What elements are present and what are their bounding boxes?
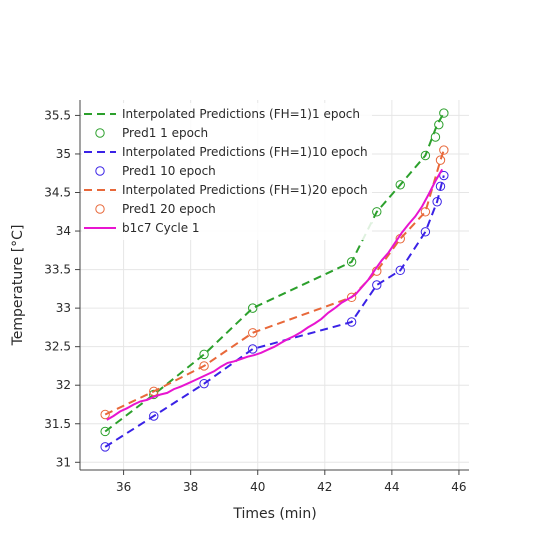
data-point (434, 119, 444, 130)
series-line (104, 175, 445, 448)
legend-marker (95, 166, 105, 176)
legend-label: b1c7 Cycle 1 (122, 221, 200, 235)
x-tick-label: 38 (183, 480, 198, 494)
y-tick-label: 34 (56, 224, 71, 238)
legend-item: b1c7 Cycle 1 (84, 221, 200, 235)
data-point (149, 386, 159, 397)
data-point (149, 411, 159, 421)
legend-label: Pred1 10 epoch (122, 164, 216, 178)
data-point (346, 317, 357, 327)
data-point (420, 207, 431, 217)
x-tick-label: 46 (451, 480, 466, 494)
x-tick-label: 42 (317, 480, 332, 494)
legend-marker (95, 204, 105, 214)
data-point (420, 227, 431, 237)
y-tick-label: 32.5 (44, 340, 71, 354)
legend-label: Pred1 1 epoch (122, 126, 208, 140)
x-tick-label: 36 (116, 480, 131, 494)
series-group (100, 170, 449, 452)
legend: Interpolated Predictions (FH=1)1 epoch Pr… (82, 103, 372, 240)
legend-label: Pred1 20 epoch (122, 202, 216, 216)
data-point (420, 150, 431, 161)
data-point (100, 442, 110, 452)
y-tick-label: 33.5 (44, 263, 71, 277)
legend-label: Interpolated Predictions (FH=1)10 epoch (122, 145, 368, 159)
data-point (199, 378, 209, 389)
data-point (435, 155, 446, 165)
data-point (432, 197, 442, 207)
data-point (346, 257, 357, 267)
legend-item: Pred1 20 epoch (95, 202, 216, 216)
data-point (430, 132, 441, 142)
series-group (104, 175, 445, 448)
data-point (372, 280, 382, 290)
x-tick-label: 44 (384, 480, 399, 494)
data-point (100, 426, 110, 437)
data-point (395, 180, 405, 190)
legend-item: Pred1 10 epoch (95, 164, 216, 178)
legend-item: Interpolated Predictions (FH=1)10 epoch (84, 145, 368, 159)
legend-label: Interpolated Predictions (FH=1)1 epoch (122, 107, 360, 121)
data-point (346, 292, 357, 303)
axes: 36 38 40 42 44 46 31 31.5 32 32.5 33 33.5 34 34.5 35 35… (44, 100, 469, 494)
y-tick-label: 32 (56, 378, 71, 392)
data-point (199, 361, 209, 371)
data-point (372, 207, 382, 217)
legend-background (82, 103, 372, 240)
data-point (248, 344, 258, 354)
y-axis-title: Temperature [°C] (10, 225, 26, 347)
data-point (248, 328, 258, 338)
data-point (248, 303, 258, 313)
y-tick-label: 34.5 (44, 186, 71, 200)
x-axis-title: Times (min) (232, 506, 316, 522)
legend-item: Pred1 1 epoch (95, 126, 208, 140)
series-group (100, 108, 449, 437)
data-point (395, 265, 405, 276)
y-tick-label: 33 (56, 301, 71, 315)
y-tick-label: 35.5 (44, 108, 71, 122)
data-point (439, 108, 449, 118)
data-point (100, 409, 110, 420)
legend-label: Interpolated Predictions (FH=1)20 epoch (122, 183, 368, 197)
series-group (106, 168, 444, 421)
data-point (435, 181, 446, 192)
y-tick-label: 31 (56, 455, 71, 469)
data-point (199, 349, 209, 360)
legend-item: Interpolated Predictions (FH=1)1 epoch (84, 107, 360, 121)
data-point (439, 145, 449, 155)
legend-marker (95, 128, 105, 138)
x-tick-label: 40 (250, 480, 265, 494)
series-line (106, 168, 444, 421)
y-tick-label: 31.5 (44, 417, 71, 431)
legend-item: Interpolated Predictions (FH=1)20 epoch (84, 183, 368, 197)
y-tick-label: 35 (56, 147, 71, 161)
